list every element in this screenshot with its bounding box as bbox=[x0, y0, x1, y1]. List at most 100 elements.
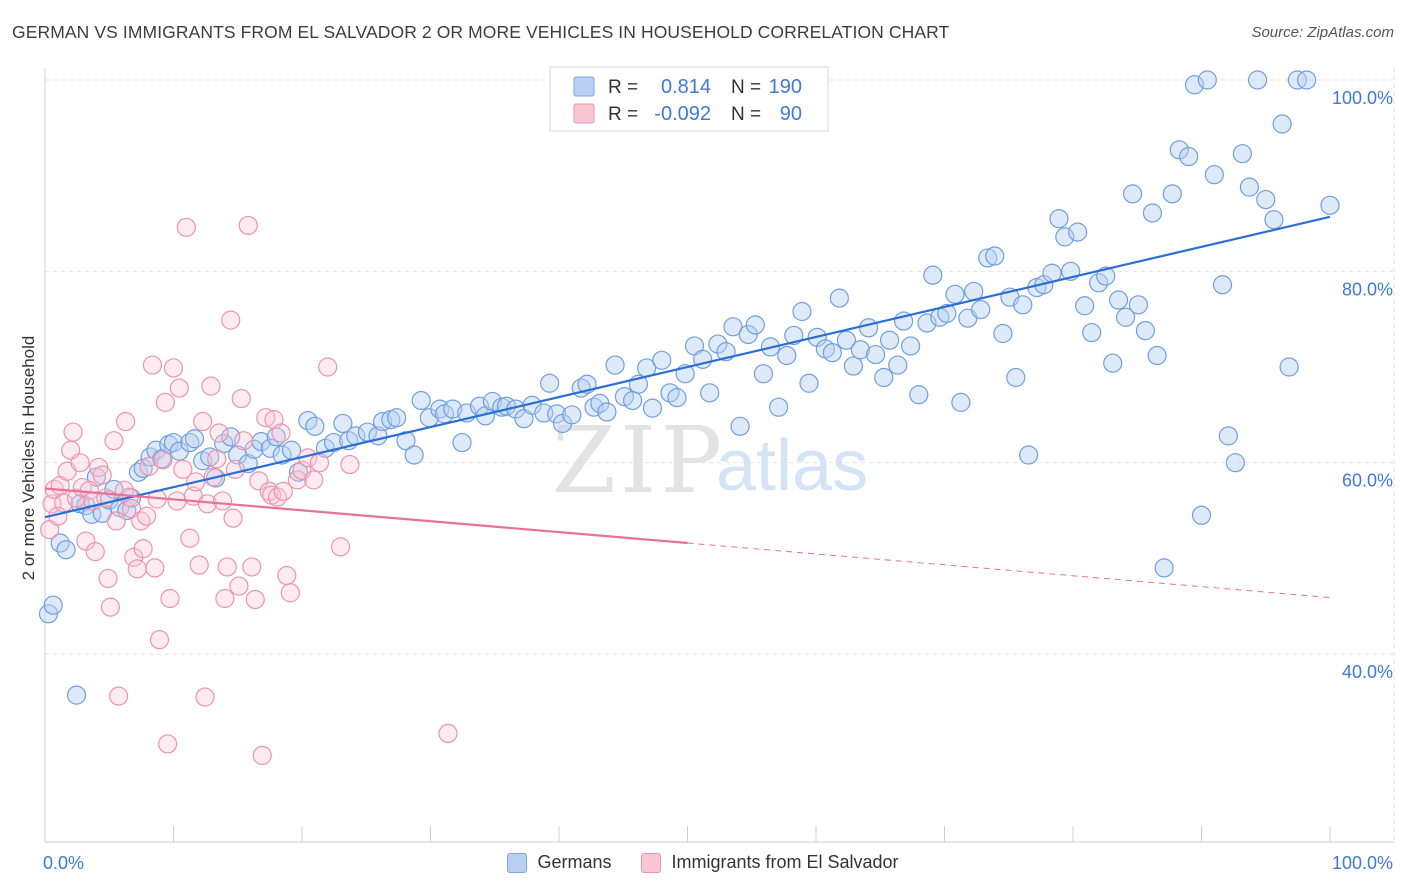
point-germans-78 bbox=[605, 355, 625, 375]
point-germans-163 bbox=[1218, 426, 1238, 446]
point-germans-72 bbox=[562, 405, 582, 425]
point-el-salvador-85 bbox=[309, 453, 330, 473]
point-germans-110 bbox=[850, 340, 870, 360]
x-tick-label-0: 0.0% bbox=[43, 853, 84, 873]
point-el-salvador-31 bbox=[133, 539, 153, 559]
point-germans-142 bbox=[1075, 296, 1095, 316]
x-tick-label-100: 100.0% bbox=[1332, 853, 1393, 873]
point-el-salvador-17 bbox=[92, 465, 112, 485]
point-el-salvador-37 bbox=[149, 630, 170, 650]
point-germans-103 bbox=[799, 373, 819, 393]
point-germans-151 bbox=[1135, 321, 1156, 341]
point-germans-150 bbox=[1128, 295, 1149, 315]
point-germans-51 bbox=[396, 431, 416, 451]
r-label-blue: R = bbox=[608, 77, 638, 98]
legend-item-el-salvador[interactable]: Immigrants from El Salvador bbox=[641, 852, 899, 873]
chart-title: GERMAN VS IMMIGRANTS FROM EL SALVADOR 2 … bbox=[12, 22, 950, 42]
point-germans-157 bbox=[1179, 146, 1199, 167]
point-el-salvador-23 bbox=[108, 686, 129, 706]
y-tick-label-60: 60.0% bbox=[1342, 471, 1393, 491]
point-germans-117 bbox=[901, 336, 921, 356]
point-germans-5 bbox=[66, 685, 87, 705]
point-germans-127 bbox=[971, 300, 991, 320]
point-germans-94 bbox=[730, 416, 750, 436]
point-el-salvador-84 bbox=[304, 470, 324, 490]
point-el-salvador-65 bbox=[231, 388, 251, 409]
point-el-salvador-72 bbox=[256, 408, 276, 428]
point-germans-139 bbox=[1055, 227, 1075, 247]
point-el-salvador-89 bbox=[438, 723, 458, 744]
point-germans-173 bbox=[1297, 70, 1317, 90]
point-el-salvador-22 bbox=[106, 511, 126, 531]
n-value-pink: 90 bbox=[780, 103, 802, 125]
point-germans-114 bbox=[879, 330, 900, 350]
point-el-salvador-34 bbox=[142, 355, 163, 375]
point-germans-58 bbox=[452, 432, 472, 453]
point-germans-124 bbox=[951, 392, 971, 412]
point-el-salvador-64 bbox=[229, 576, 249, 596]
point-germans-90 bbox=[700, 383, 720, 403]
point-germans-152 bbox=[1142, 203, 1163, 223]
point-el-salvador-35 bbox=[145, 558, 165, 578]
stats-legend-swatch-pink bbox=[573, 103, 595, 124]
point-el-salvador-10 bbox=[70, 453, 90, 473]
point-germans-69 bbox=[540, 373, 560, 393]
point-el-salvador-60 bbox=[217, 557, 237, 577]
point-germans-167 bbox=[1247, 70, 1268, 90]
point-el-salvador-59 bbox=[215, 588, 235, 609]
point-el-salvador-69 bbox=[245, 589, 265, 610]
watermark-atlas: atlas bbox=[716, 426, 868, 506]
point-germans-141 bbox=[1068, 222, 1088, 242]
point-germans-95 bbox=[738, 324, 758, 345]
stats-legend-box bbox=[549, 66, 829, 132]
point-germans-52 bbox=[404, 445, 424, 465]
point-germans-146 bbox=[1103, 353, 1123, 373]
y-tick-label-100: 100.0% bbox=[1332, 88, 1393, 108]
point-germans-130 bbox=[993, 323, 1013, 344]
point-el-salvador-62 bbox=[223, 508, 243, 528]
point-el-salvador-67 bbox=[238, 215, 258, 236]
point-germans-50 bbox=[387, 408, 407, 428]
point-germans-145 bbox=[1096, 266, 1116, 286]
point-germans-134 bbox=[1019, 445, 1039, 465]
point-el-salvador-47 bbox=[180, 528, 200, 548]
point-el-salvador-81 bbox=[287, 470, 307, 490]
point-el-salvador-19 bbox=[98, 568, 118, 589]
point-el-salvador-52 bbox=[195, 687, 215, 707]
point-germans-156 bbox=[1169, 140, 1189, 160]
r-value-blue: 0.814 bbox=[661, 76, 711, 98]
point-germans-96 bbox=[745, 315, 765, 335]
point-germans-162 bbox=[1212, 275, 1233, 295]
point-germans-158 bbox=[1184, 75, 1205, 95]
point-el-salvador-57 bbox=[209, 423, 229, 443]
point-el-salvador-20 bbox=[100, 597, 121, 617]
point-germans-40 bbox=[305, 416, 325, 436]
stats-legend: R = 0.814 N = 190 R = -0.092 N = 90 bbox=[549, 66, 829, 132]
point-germans-83 bbox=[642, 398, 663, 418]
point-el-salvador-66 bbox=[233, 431, 254, 451]
point-germans-161 bbox=[1204, 165, 1224, 185]
point-germans-112 bbox=[865, 344, 886, 365]
point-germans-168 bbox=[1256, 189, 1276, 210]
legend-label-el-salvador: Immigrants from El Salvador bbox=[671, 852, 899, 872]
point-germans-164 bbox=[1225, 453, 1245, 473]
point-germans-109 bbox=[843, 356, 863, 376]
point-germans-169 bbox=[1264, 210, 1284, 230]
point-germans-70 bbox=[547, 404, 567, 424]
point-el-salvador-8 bbox=[63, 422, 83, 442]
point-el-salvador-40 bbox=[158, 734, 178, 754]
point-germans-123 bbox=[945, 284, 965, 304]
stats-legend-swatch-blue bbox=[573, 76, 595, 97]
n-label-pink: N = bbox=[731, 104, 761, 125]
bottom-legend: Germans Immigrants from El Salvador bbox=[0, 852, 1406, 873]
point-el-salvador-78 bbox=[273, 481, 293, 501]
point-germans-97 bbox=[753, 364, 774, 384]
point-germans-143 bbox=[1082, 322, 1102, 343]
point-germans-149 bbox=[1122, 184, 1143, 204]
legend-label-germans: Germans bbox=[537, 852, 612, 872]
point-germans-34 bbox=[260, 438, 281, 458]
legend-item-germans[interactable]: Germans bbox=[507, 852, 611, 873]
watermark-zip: ZIP bbox=[552, 407, 726, 514]
r-value-pink: -0.092 bbox=[654, 103, 711, 125]
point-el-salvador-88 bbox=[340, 454, 360, 475]
